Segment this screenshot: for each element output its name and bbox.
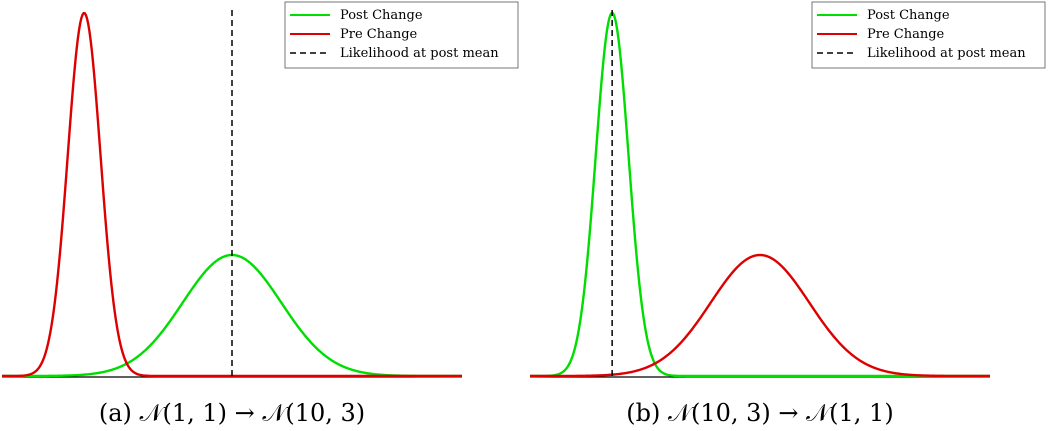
panel-b-caption: (b) 𝒩(10, 3) → 𝒩(1, 1) (626, 399, 893, 427)
panel-a-legend-post-change-label: Post Change (340, 8, 423, 23)
panel-a-caption: (a) 𝒩(1, 1) → 𝒩(10, 3) (99, 399, 365, 427)
panel-b-caption-math: 𝒩(10, 3) → 𝒩(1, 1) (668, 399, 894, 427)
panel-b-legend: Post Change Pre Change Likelihood at pos… (811, 1, 1046, 69)
panel-a-legend: Post Change Pre Change Likelihood at pos… (284, 1, 519, 69)
panel-b-legend-post-change-label: Post Change (867, 8, 950, 23)
panel-a-legend-likelihood-label: Likelihood at post mean (340, 46, 499, 61)
panel-b-pre-change-curve (530, 253, 990, 378)
panel-a-legend-pre-change-label: Pre Change (340, 27, 418, 42)
panel-b-caption-prefix: (b) (626, 399, 668, 427)
panel-a-caption-prefix: (a) (99, 399, 140, 427)
panel-b-legend-likelihood-label: Likelihood at post mean (867, 46, 1026, 61)
panel-a-chart: Post Change Pre Change Likelihood at pos… (2, 1, 519, 427)
panel-a-caption-math: 𝒩(1, 1) → 𝒩(10, 3) (140, 399, 366, 427)
panel-b-chart: Post Change Pre Change Likelihood at pos… (530, 1, 1046, 427)
panel-b-legend-pre-change-label: Pre Change (867, 27, 945, 42)
